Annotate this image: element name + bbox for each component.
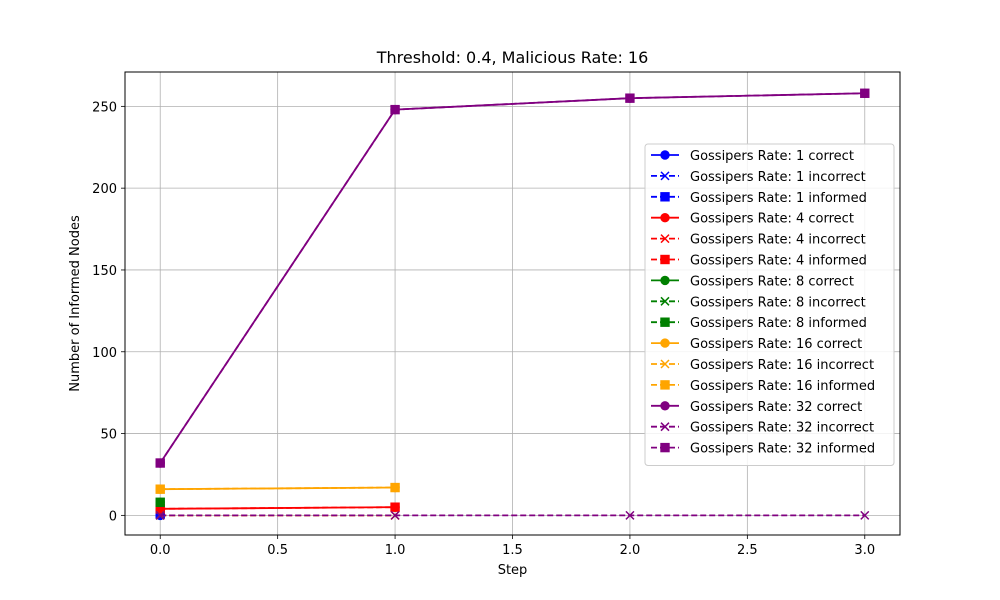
- x-marker-stroke: [625, 510, 635, 520]
- legend-box: [644, 143, 895, 466]
- series-5: [155, 502, 400, 514]
- legend-item: Gossipers Rate: 8 incorrect: [651, 295, 866, 310]
- x-tick-label: 2.0: [620, 543, 641, 558]
- legend-marker: [660, 213, 670, 223]
- legend-label: Gossipers Rate: 16 incorrect: [690, 358, 874, 373]
- series-line: [160, 486, 396, 491]
- series-8: [155, 497, 165, 507]
- x-axis-label: Step: [498, 563, 528, 578]
- data-point-square: [625, 93, 635, 103]
- legend-label: Gossipers Rate: 4 correct: [690, 212, 854, 227]
- data-point-x: [625, 510, 635, 520]
- series-group: [155, 88, 870, 521]
- y-tick-label: 100: [92, 346, 117, 361]
- legend-marker: [660, 338, 670, 348]
- y-tick-label: 200: [92, 182, 117, 197]
- y-tick-label: 250: [92, 100, 117, 115]
- legend-marker: [660, 275, 670, 286]
- legend-item: Gossipers Rate: 8 correct: [651, 274, 854, 289]
- legend-marker: [660, 254, 670, 265]
- legend-label: Gossipers Rate: 16 informed: [690, 379, 875, 394]
- legend-label: Gossipers Rate: 8 incorrect: [690, 295, 866, 310]
- legend-item: Gossipers Rate: 1 correct: [651, 149, 854, 164]
- legend-item: Gossipers Rate: 32 correct: [651, 400, 862, 415]
- legend-label: Gossipers Rate: 1 incorrect: [690, 170, 866, 185]
- series-11: [155, 482, 400, 494]
- data-point-x: [390, 510, 400, 520]
- legend-label: Gossipers Rate: 32 informed: [690, 442, 875, 457]
- legend-marker: [660, 296, 670, 306]
- x-marker-stroke: [660, 171, 670, 181]
- x-tick-label: 0.5: [267, 543, 288, 558]
- legend-item: Gossipers Rate: 4 correct: [651, 212, 854, 227]
- legend-label: Gossipers Rate: 4 incorrect: [690, 233, 866, 248]
- legend-marker: [660, 150, 670, 160]
- legend-label: Gossipers Rate: 16 correct: [690, 337, 862, 352]
- legend-item: Gossipers Rate: 8 informed: [651, 316, 867, 331]
- y-tick-label: 150: [92, 264, 117, 279]
- legend-marker: [660, 380, 670, 390]
- legend: Gossipers Rate: 1 correct Gossipers Rate:…: [644, 143, 895, 466]
- legend-label: Gossipers Rate: 32 incorrect: [690, 421, 874, 436]
- data-point-x: [155, 510, 165, 520]
- legend-item: Gossipers Rate: 1 incorrect: [651, 170, 866, 185]
- x-marker-stroke: [660, 296, 670, 306]
- data-point-square: [155, 484, 165, 494]
- data-point-square: [155, 458, 165, 468]
- data-point-square: [155, 497, 165, 507]
- legend-item: Gossipers Rate: 4 incorrect: [651, 233, 866, 248]
- series-line: [160, 506, 396, 510]
- legend-item: Gossipers Rate: 32 incorrect: [651, 421, 874, 436]
- x-marker-stroke: [155, 510, 165, 520]
- axis-ticks: 0.0 0.5 1.0 1.5 2.0 2.5 3.0 0 50 100 150 200 250: [92, 100, 875, 558]
- legend-item: Gossipers Rate: 1 informed: [651, 191, 867, 206]
- x-marker-stroke: [860, 510, 870, 520]
- y-axis-label: Number of Informed Nodes: [68, 215, 83, 392]
- legend-label: Gossipers Rate: 8 informed: [690, 316, 867, 331]
- x-marker-stroke: [660, 422, 670, 432]
- x-tick-label: 1.0: [385, 543, 406, 558]
- data-point-x: [860, 510, 870, 520]
- series-13: [155, 510, 870, 520]
- x-tick-label: 3.0: [854, 543, 875, 558]
- y-tick-label: 0: [109, 509, 117, 524]
- legend-label: Gossipers Rate: 4 informed: [690, 254, 867, 269]
- series-14: [155, 88, 870, 468]
- legend-marker: [660, 234, 670, 244]
- legend-item: Gossipers Rate: 4 informed: [651, 254, 867, 269]
- x-tick-label: 1.5: [502, 543, 523, 558]
- legend-item: Gossipers Rate: 16 informed: [651, 379, 875, 394]
- legend-marker: [660, 192, 670, 202]
- legend-marker: [660, 401, 670, 411]
- chart-title: Threshold: 0.4, Malicious Rate: 16: [376, 48, 649, 67]
- legend-marker: [660, 359, 670, 369]
- legend-label: Gossipers Rate: 32 correct: [690, 400, 862, 415]
- data-point-square: [390, 502, 400, 512]
- data-point-square: [860, 88, 870, 98]
- x-marker-stroke: [660, 234, 670, 244]
- x-tick-label: 2.5: [737, 543, 758, 558]
- legend-marker: [660, 422, 670, 432]
- legend-marker: [660, 317, 670, 327]
- legend-label: Gossipers Rate: 8 correct: [690, 274, 854, 289]
- data-point-square: [390, 104, 400, 115]
- x-marker-stroke: [660, 359, 670, 369]
- y-tick-label: 50: [100, 428, 117, 443]
- series-line: [159, 92, 865, 464]
- legend-label: Gossipers Rate: 1 correct: [690, 149, 854, 164]
- legend-item: Gossipers Rate: 16 correct: [651, 337, 862, 352]
- legend-marker: [660, 442, 670, 453]
- x-marker-stroke: [390, 510, 400, 520]
- legend-item: Gossipers Rate: 16 incorrect: [651, 358, 874, 373]
- x-tick-label: 0.0: [150, 543, 171, 558]
- legend-item: Gossipers Rate: 32 informed: [651, 442, 875, 457]
- legend-marker: [660, 171, 670, 181]
- legend-label: Gossipers Rate: 1 informed: [690, 191, 867, 206]
- data-point-square: [390, 482, 400, 493]
